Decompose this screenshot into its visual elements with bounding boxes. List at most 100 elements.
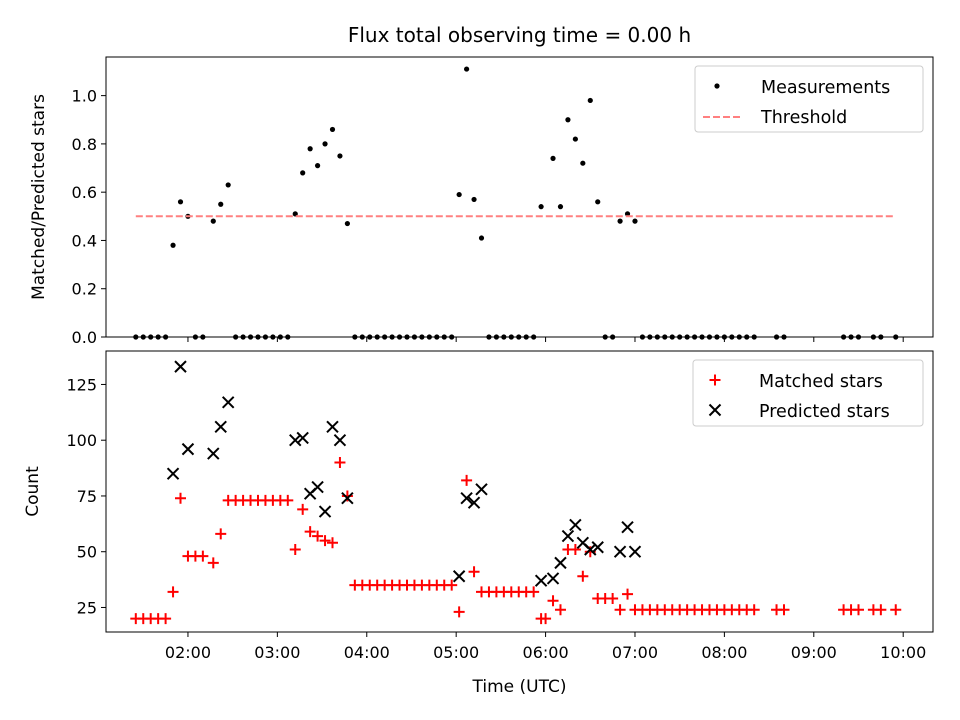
data-point	[289, 543, 301, 555]
legend: Matched stars Predicted stars	[692, 359, 924, 427]
data-point	[546, 572, 560, 585]
data-point	[475, 483, 488, 496]
data-point	[468, 566, 480, 578]
bottom-panel: 25 50 75 100 125 02:00 03:00 04:00 05:00 06:00 07:…	[23, 350, 934, 697]
data-point	[890, 604, 902, 616]
data-point	[314, 163, 321, 169]
x-tick-label: 09:00	[791, 643, 837, 662]
data-point	[426, 334, 432, 340]
data-point	[181, 442, 195, 456]
data-point	[214, 420, 227, 434]
data-point	[318, 505, 332, 518]
data-point	[197, 550, 209, 562]
data-point	[572, 136, 578, 142]
data-point	[893, 334, 899, 340]
data-point	[175, 492, 187, 504]
data-point	[870, 334, 876, 340]
data-point	[714, 334, 720, 340]
data-point	[341, 491, 354, 505]
x-tick-label: 03:00	[254, 643, 300, 662]
data-point	[781, 334, 787, 340]
data-point	[341, 490, 353, 502]
data-point	[148, 334, 154, 340]
data-point	[170, 242, 176, 248]
data-point	[699, 334, 705, 340]
data-point	[411, 334, 418, 340]
data-point	[773, 334, 780, 340]
data-point	[669, 334, 675, 340]
data-point	[247, 334, 254, 340]
data-point	[140, 334, 146, 340]
legend-label: Predicted stars	[759, 402, 890, 422]
data-point	[691, 334, 698, 340]
y-tick-label: 0.2	[72, 280, 97, 299]
legend-label: Threshold	[760, 108, 847, 128]
data-point	[333, 433, 347, 447]
data-point	[155, 334, 161, 340]
data-point	[166, 467, 180, 480]
data-point	[285, 334, 291, 340]
data-point	[337, 153, 343, 159]
data-point	[382, 334, 388, 340]
data-point	[326, 537, 338, 549]
data-point	[662, 334, 668, 340]
data-point	[160, 613, 172, 625]
data-point	[312, 530, 324, 542]
legend: Measurements Threshold	[694, 65, 924, 133]
data-point	[729, 334, 735, 340]
plot-frame	[105, 350, 934, 633]
x-tick-label: 02:00	[165, 643, 211, 662]
data-point	[329, 126, 336, 133]
series-matched-stars	[130, 457, 902, 625]
y-tick-label: 125	[66, 375, 97, 394]
data-point	[300, 170, 306, 176]
y-tick-label: 0.8	[72, 135, 97, 154]
data-point	[878, 334, 884, 340]
data-point	[322, 141, 328, 147]
data-point	[621, 520, 634, 534]
data-point	[446, 579, 458, 591]
data-point	[207, 557, 219, 569]
data-point	[602, 334, 608, 340]
y-tick-label: 0.6	[72, 183, 97, 202]
data-point	[292, 211, 298, 217]
x-axis-label: Time (UTC)	[472, 677, 567, 697]
data-point	[334, 457, 346, 469]
data-point	[580, 160, 586, 166]
data-point	[344, 220, 350, 227]
data-point	[516, 334, 522, 340]
data-point	[677, 334, 683, 340]
data-point	[523, 334, 529, 340]
data-point	[389, 334, 395, 340]
data-point	[493, 334, 500, 340]
y-tick-label: 100	[66, 431, 97, 450]
data-point	[848, 334, 854, 340]
data-point	[540, 613, 552, 625]
data-point	[478, 235, 485, 241]
data-point	[751, 334, 757, 340]
data-point	[304, 526, 316, 538]
data-point	[233, 334, 239, 340]
data-point	[569, 543, 581, 555]
data-point	[748, 604, 760, 616]
data-point	[133, 334, 139, 340]
y-axis-label: Matched/Predicted stars	[29, 94, 49, 300]
data-point	[277, 334, 283, 340]
data-point	[352, 334, 358, 340]
data-point	[453, 606, 465, 618]
legend-label: Matched stars	[759, 372, 883, 392]
data-point	[639, 334, 646, 340]
data-point	[319, 535, 331, 547]
data-point	[326, 420, 339, 434]
data-point	[569, 518, 582, 532]
series-predicted-stars	[166, 360, 642, 587]
data-point	[528, 586, 540, 598]
data-point	[486, 334, 492, 340]
data-point	[404, 334, 410, 340]
data-point	[174, 360, 187, 373]
data-point	[587, 97, 593, 104]
data-point	[467, 496, 481, 509]
data-point	[464, 66, 470, 72]
data-point	[501, 334, 507, 340]
